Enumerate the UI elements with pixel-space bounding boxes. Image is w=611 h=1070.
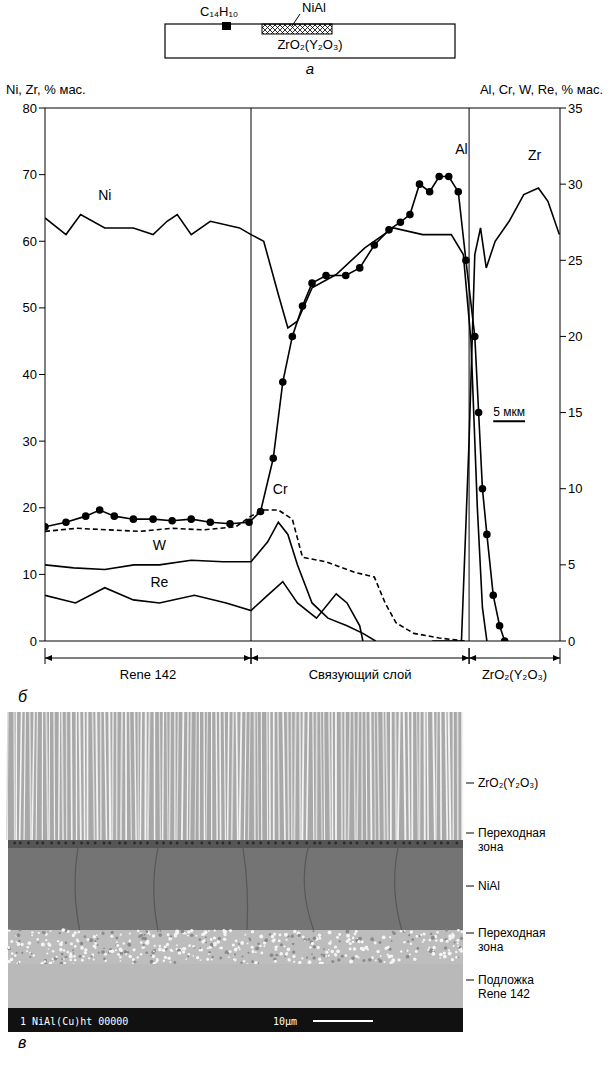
svg-text:Rene 142: Rene 142 [478, 987, 530, 1001]
svg-text:а: а [306, 60, 314, 77]
svg-text:30: 30 [568, 177, 582, 192]
svg-text:зона: зона [478, 940, 504, 954]
svg-text:ZrO₂(Y₂O₃): ZrO₂(Y₂O₃) [478, 776, 538, 790]
svg-text:60: 60 [23, 234, 37, 249]
svg-text:Re: Re [150, 574, 168, 590]
svg-text:ZrO₂(Y₂O₃): ZrO₂(Y₂O₃) [277, 37, 342, 52]
svg-text:Связующий слой: Связующий слой [309, 667, 412, 682]
html-text:б: б [18, 688, 27, 705]
svg-text:10: 10 [568, 481, 582, 496]
html-text:в: в [18, 1034, 27, 1051]
svg-text:NiAl: NiAl [478, 879, 500, 893]
svg-text:25: 25 [568, 253, 582, 268]
svg-text:20: 20 [23, 500, 37, 515]
svg-text:5: 5 [568, 557, 575, 572]
svg-text:Cr: Cr [273, 481, 288, 497]
svg-text:Rene 142: Rene 142 [120, 667, 176, 682]
svg-text:Al: Al [455, 141, 467, 157]
svg-text:10: 10 [23, 567, 37, 582]
svg-text:70: 70 [23, 167, 37, 182]
svg-text:20: 20 [568, 329, 582, 344]
svg-text:30: 30 [23, 434, 37, 449]
svg-text:0: 0 [30, 634, 37, 648]
svg-text:35: 35 [568, 101, 582, 116]
svg-text:W: W [153, 537, 167, 553]
svg-text:5 мкм: 5 мкм [493, 405, 525, 419]
svg-text:50: 50 [23, 300, 37, 315]
svg-text:C₁₄H₁₀: C₁₄H₁₀ [200, 4, 238, 19]
svg-text:NiAl: NiAl [302, 0, 326, 15]
svg-text:Переходная: Переходная [478, 926, 545, 940]
svg-text:0: 0 [568, 634, 575, 648]
svg-text:Подложка: Подложка [478, 973, 534, 987]
svg-text:Zr: Zr [528, 147, 542, 163]
svg-text:зона: зона [478, 840, 504, 854]
svg-text:ZrO₂(Y₂O₃): ZrO₂(Y₂O₃) [482, 667, 547, 682]
svg-text:Переходная: Переходная [478, 826, 545, 840]
svg-text:1 NiAl(Cu)ht 00000: 1 NiAl(Cu)ht 00000 [20, 1016, 128, 1027]
html-text:Al, Cr, W, Re, % мас.: Al, Cr, W, Re, % мас. [479, 82, 603, 97]
html-text:Ni, Zr, % мас.: Ni, Zr, % мас. [6, 82, 86, 97]
svg-text:40: 40 [23, 367, 37, 382]
svg-text:10μm: 10μm [273, 1016, 297, 1027]
svg-text:Ni: Ni [98, 187, 111, 203]
svg-text:80: 80 [23, 101, 37, 116]
svg-text:15: 15 [568, 405, 582, 420]
